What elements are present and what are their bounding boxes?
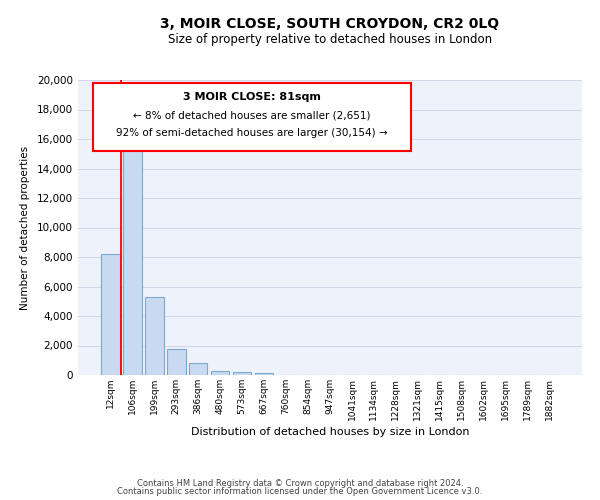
Text: 3, MOIR CLOSE, SOUTH CROYDON, CR2 0LQ: 3, MOIR CLOSE, SOUTH CROYDON, CR2 0LQ <box>160 18 500 32</box>
Y-axis label: Number of detached properties: Number of detached properties <box>20 146 30 310</box>
Bar <box>145 297 164 375</box>
Text: Contains public sector information licensed under the Open Government Licence v3: Contains public sector information licen… <box>118 487 482 496</box>
Text: ← 8% of detached houses are smaller (2,651): ← 8% of detached houses are smaller (2,6… <box>133 110 371 120</box>
Text: 92% of semi-detached houses are larger (30,154) →: 92% of semi-detached houses are larger (… <box>116 128 388 138</box>
Bar <box>167 349 185 375</box>
Bar <box>189 363 208 375</box>
Bar <box>123 130 142 375</box>
Bar <box>255 373 274 375</box>
Text: Contains HM Land Registry data © Crown copyright and database right 2024.: Contains HM Land Registry data © Crown c… <box>137 478 463 488</box>
X-axis label: Distribution of detached houses by size in London: Distribution of detached houses by size … <box>191 427 469 437</box>
Bar <box>101 254 119 375</box>
Text: 3 MOIR CLOSE: 81sqm: 3 MOIR CLOSE: 81sqm <box>183 92 321 102</box>
Bar <box>233 372 251 375</box>
FancyBboxPatch shape <box>93 83 410 151</box>
Bar <box>211 370 229 375</box>
Text: Size of property relative to detached houses in London: Size of property relative to detached ho… <box>168 32 492 46</box>
